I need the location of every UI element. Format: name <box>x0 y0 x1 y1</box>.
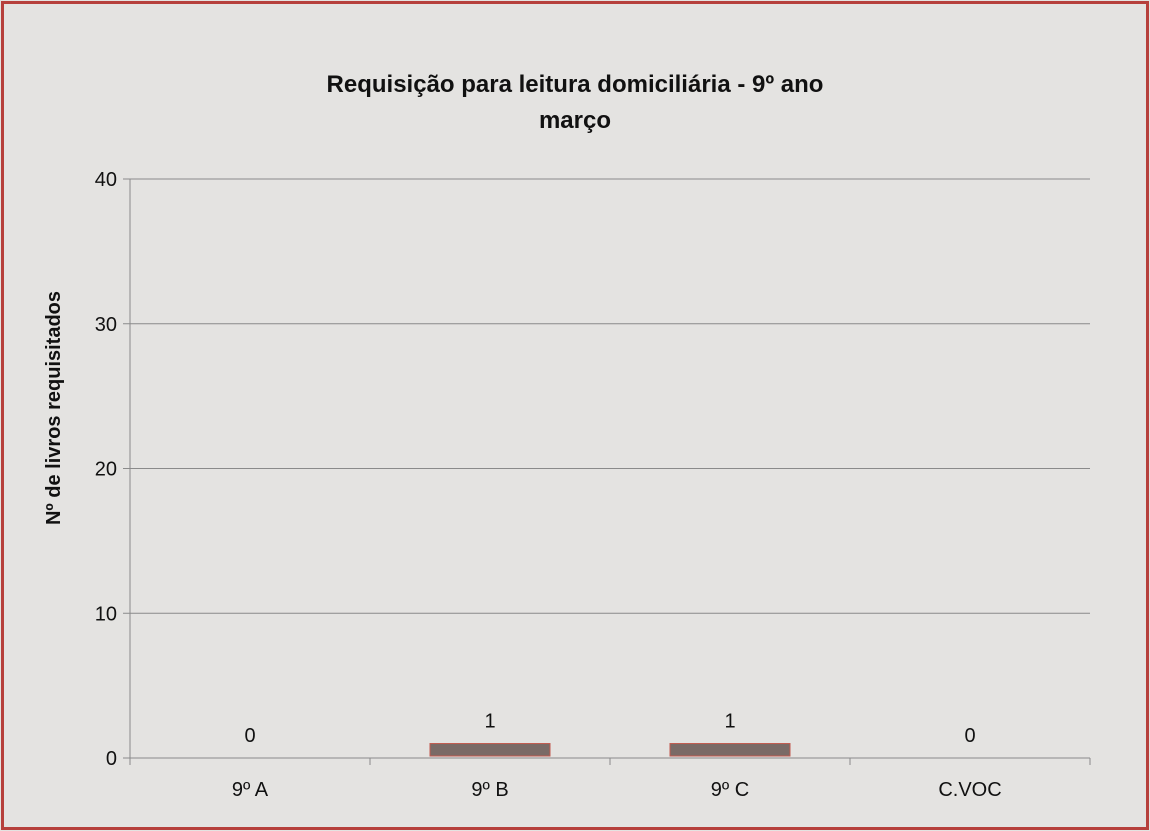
data-labels: 0 1 1 0 <box>244 711 975 747</box>
gridlines <box>130 178 1090 614</box>
data-label: 1 <box>724 711 735 733</box>
bar <box>669 743 791 757</box>
y-tick-label: 0 <box>106 748 117 770</box>
y-tick-label: 30 <box>95 314 117 336</box>
bar <box>429 743 551 757</box>
bars <box>429 743 791 757</box>
y-tick-label: 40 <box>95 169 117 191</box>
y-tick-label: 10 <box>95 603 117 625</box>
y-axis-ticks: 0 10 20 30 40 <box>95 169 130 770</box>
x-category-label: C.VOC <box>938 779 1001 801</box>
chart-subtitle: março <box>539 107 611 134</box>
x-category-label: 9º B <box>471 779 508 801</box>
y-axis-label: Nº de livros requisitados <box>43 291 65 525</box>
x-category-label: 9º A <box>232 779 269 801</box>
data-label: 1 <box>484 711 495 733</box>
axes <box>129 179 1091 765</box>
y-tick-label: 20 <box>95 459 117 481</box>
x-category-label: 9º C <box>711 779 749 801</box>
data-label: 0 <box>244 725 255 747</box>
x-axis-categories: 9º A 9º B 9º C C.VOC <box>232 779 1002 801</box>
chart-title: Requisição para leitura domiciliária - 9… <box>327 71 824 98</box>
data-label: 0 <box>964 725 975 747</box>
